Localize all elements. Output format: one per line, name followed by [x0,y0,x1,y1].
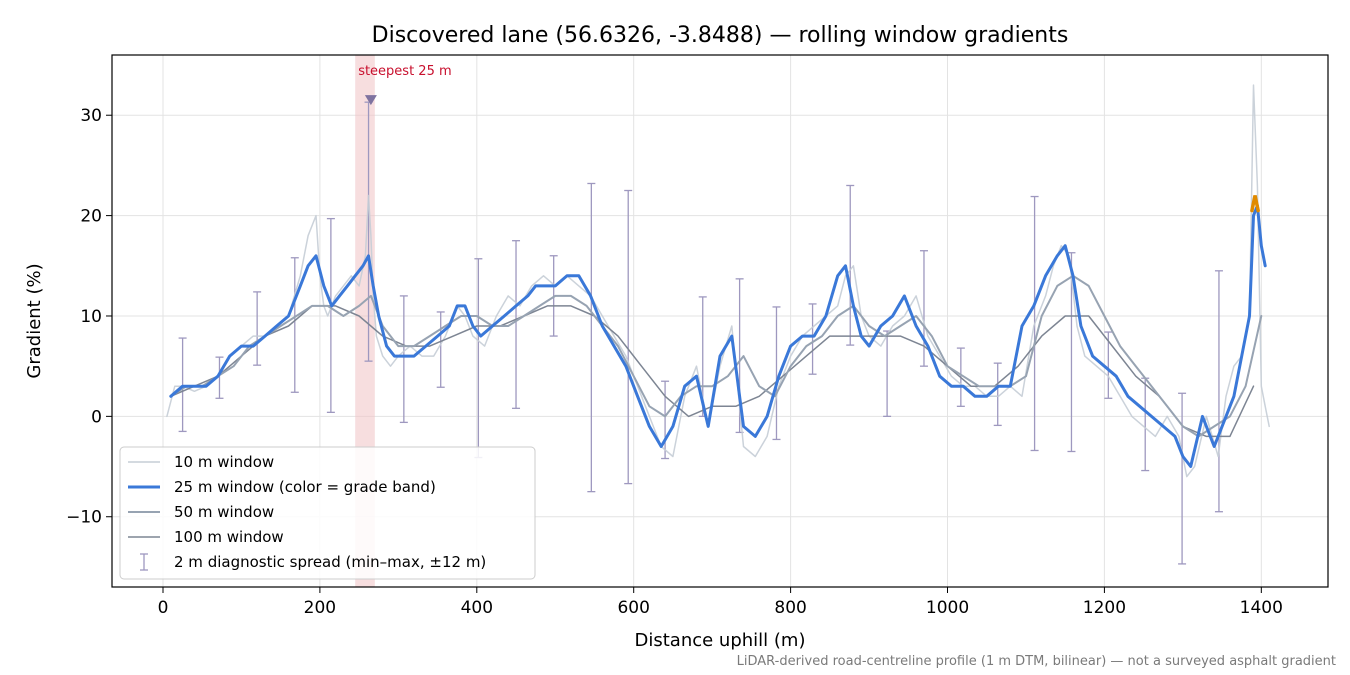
x-tick-label: 800 [774,598,806,618]
x-tick-label: 1200 [1083,598,1126,618]
y-tick-label: 20 [80,207,102,227]
steepest-label: steepest 25 m [358,64,451,79]
series-25m-line [169,204,1267,468]
y-tick-label: 10 [80,307,102,327]
chart-title: Discovered lane (56.6326, -3.8488) — rol… [372,23,1069,48]
y-tick-label: 30 [80,106,102,126]
series-50m-line [169,274,1263,438]
steep-segment-line [1250,195,1260,213]
y-tick-label: −10 [66,508,102,528]
legend-50m-label: 50 m window [174,503,274,521]
x-tick-label: 200 [304,598,336,618]
legend: 10 m window 25 m window (color = grade ba… [119,446,536,580]
footnote: LiDAR-derived road-centreline profile (1… [737,654,1336,669]
error-bars [178,101,1223,565]
y-axis-label: Gradient (%) [24,263,45,378]
x-axis-label: Distance uphill (m) [635,630,806,651]
x-tick-label: 0 [158,598,169,618]
x-tick-label: 1000 [926,598,969,618]
legend-10m-label: 10 m window [174,453,274,471]
y-tick-label: 0 [91,407,102,427]
legend-error-bars-label: 2 m diagnostic spread (min–max, ±12 m) [174,553,486,571]
legend-100m-label: 100 m window [174,528,284,546]
series-lines [166,84,1270,478]
legend-box [119,446,536,580]
x-tick-label: 1400 [1240,598,1283,618]
axes-frame [111,54,1329,588]
x-tick-label: 600 [617,598,649,618]
steepest-marker [364,95,377,106]
x-tick-label: 400 [461,598,493,618]
legend-25m-label: 25 m window (color = grade band) [174,478,436,496]
